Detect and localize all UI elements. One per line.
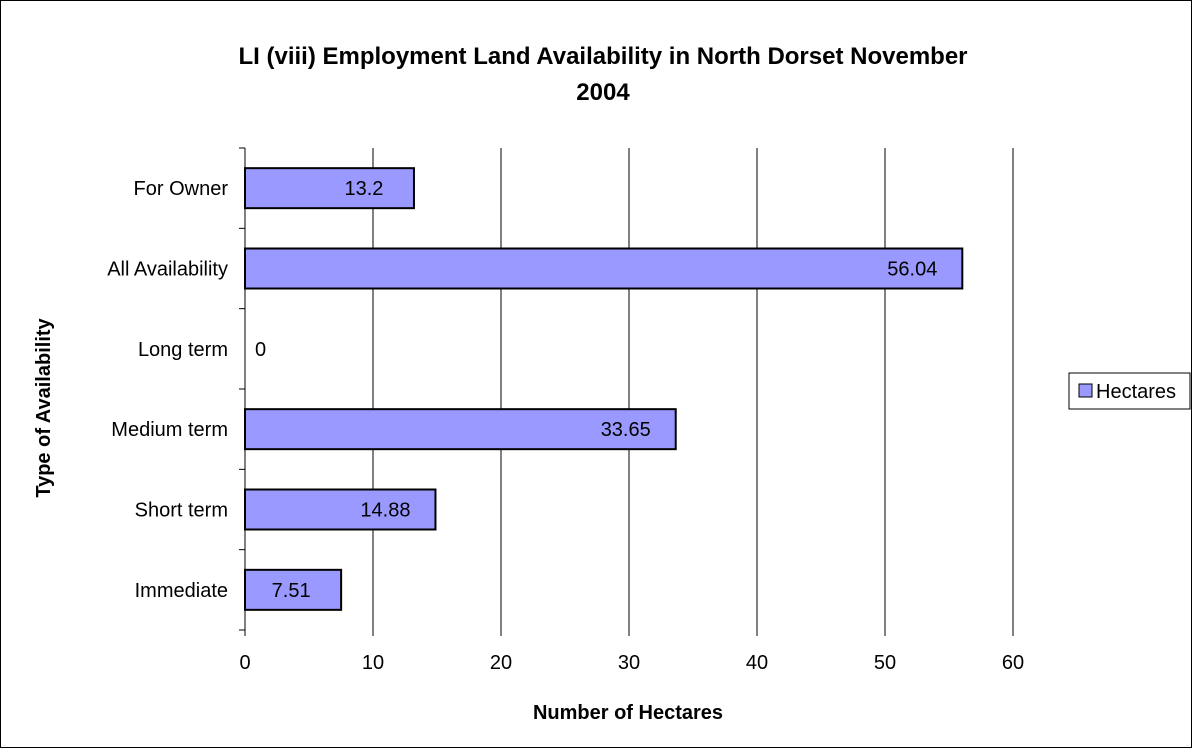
bar	[244, 167, 415, 210]
y-tick-label: Short term	[135, 500, 228, 522]
x-tick-label: 50	[874, 652, 896, 674]
data-label: 14.88	[360, 500, 410, 522]
chart-title-line-2: 2004	[576, 79, 630, 106]
x-tick-label: 0	[239, 652, 250, 674]
x-tick-label: 10	[362, 652, 384, 674]
x-tick-label: 60	[1002, 652, 1024, 674]
chart-title: LI (viii) Employment Land Availability i…	[239, 43, 968, 106]
y-axis-title: Type of Availability	[33, 317, 55, 497]
y-tick-label: Medium term	[111, 419, 228, 441]
x-tick-label: 40	[746, 652, 768, 674]
bar	[244, 568, 343, 611]
x-axis-title: Number of Hectares	[533, 702, 723, 724]
bars	[244, 167, 964, 611]
data-label: 33.65	[601, 419, 651, 441]
axes	[239, 147, 1014, 636]
legend-label: Hectares	[1096, 381, 1176, 403]
y-tick-labels: For Owner All Availability Long term Medium…	[107, 178, 228, 602]
x-tick-labels: 0 10 20 30 40 50 60	[239, 652, 1024, 674]
data-label: 56.04	[887, 259, 937, 281]
y-tick-label: Immediate	[135, 580, 228, 602]
legend-swatch	[1078, 383, 1093, 398]
x-tick-label: 30	[618, 652, 640, 674]
bar	[244, 247, 964, 290]
y-tick-label: Long term	[138, 339, 228, 361]
chart-title-line-1: LI (viii) Employment Land Availability i…	[239, 43, 968, 70]
gridlines	[372, 148, 1014, 630]
data-label: 13.2	[344, 178, 383, 200]
data-labels: 13.2 56.04 0 33.65 14.88 7.51	[255, 178, 937, 602]
legend: Hectares	[1068, 372, 1191, 410]
x-tick-label: 20	[490, 652, 512, 674]
y-tick-label: For Owner	[134, 178, 229, 200]
y-tick-label: All Availability	[107, 259, 228, 281]
data-label: 0	[255, 339, 266, 361]
bar	[244, 488, 437, 531]
data-label: 7.51	[272, 580, 311, 602]
